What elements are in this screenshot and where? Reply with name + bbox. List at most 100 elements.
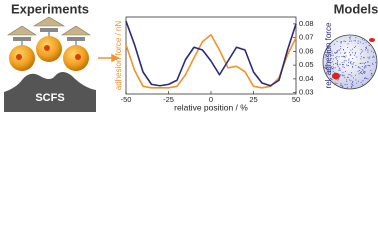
model-dot: [370, 69, 372, 71]
model-dot: [350, 72, 352, 74]
model-dot: [364, 70, 366, 72]
model-dot: [341, 55, 343, 57]
model-dot: [368, 65, 370, 67]
y2-tick-label: 0.08: [299, 19, 314, 28]
y2-tick-label: 0.06: [299, 46, 314, 55]
model-dot: [343, 60, 345, 62]
model-dot: [340, 42, 342, 44]
model-dot: [326, 67, 328, 69]
model-patch: [369, 38, 375, 42]
model-dot: [336, 64, 338, 66]
model-dot: [359, 72, 361, 74]
model-dot: [336, 58, 338, 60]
model-dot: [364, 66, 366, 68]
model-dot: [360, 49, 362, 51]
model-dot: [352, 81, 354, 83]
series-line: [125, 33, 297, 89]
model-dot: [342, 55, 344, 57]
model-dot: [365, 46, 367, 48]
model-dot: [353, 54, 355, 56]
model-dot: [345, 41, 347, 43]
model-dot: [338, 56, 340, 58]
x-tick-label: 25: [249, 95, 257, 104]
x-tick-label: 0: [209, 95, 213, 104]
model-dot: [355, 64, 357, 66]
model-dot: [372, 56, 374, 58]
model-dot: [358, 80, 360, 82]
model-dot: [354, 45, 356, 47]
model-dot: [348, 59, 350, 61]
model-dot: [335, 63, 337, 65]
model-dot: [336, 51, 338, 53]
experiment-illustration: [4, 16, 96, 112]
plot-frame: [125, 16, 297, 95]
model-dot: [344, 83, 346, 85]
model-dot: [362, 62, 364, 64]
model-dot: [347, 76, 349, 78]
model-dot: [333, 43, 335, 45]
model-dot: [343, 40, 345, 42]
model-dot: [364, 49, 366, 51]
model-dot: [359, 41, 361, 43]
model-dot: [353, 40, 355, 42]
model-dot: [372, 62, 374, 64]
model-dot: [367, 61, 369, 63]
y2-axis-label: rel. adhesion force: [324, 22, 333, 88]
model-dot: [363, 63, 365, 65]
model-dot: [351, 65, 353, 67]
model-dot: [344, 51, 346, 53]
model-dot: [330, 62, 332, 64]
model-dot: [358, 66, 360, 68]
right-heading: Models: [334, 1, 378, 16]
model-dot: [340, 73, 342, 75]
model-dot: [336, 61, 338, 63]
model-dot: [337, 65, 339, 67]
figure: Experiments SCFS Models -50 -25 0 25 500.03 0…: [4, 1, 378, 112]
model-dot: [352, 57, 354, 59]
model-patch: [332, 72, 340, 80]
model-dot: [334, 82, 336, 84]
model-dot: [364, 71, 366, 73]
model-dot: [342, 64, 344, 66]
model-dot: [365, 47, 367, 49]
model-dot: [363, 39, 365, 41]
model-dot: [349, 38, 351, 40]
model-dot: [360, 56, 362, 58]
model-dot: [327, 53, 329, 55]
model-sphere: [322, 34, 378, 90]
model-dot: [333, 66, 335, 68]
model-dot: [362, 73, 364, 75]
model-dot: [332, 58, 334, 60]
model-dot: [332, 68, 334, 70]
model-dot: [327, 61, 329, 63]
model-dot: [350, 80, 352, 82]
series-line: [125, 20, 297, 87]
model-dot: [354, 51, 356, 53]
model-dot: [359, 63, 361, 65]
arrow-left: [98, 53, 120, 63]
model-dot: [338, 67, 340, 69]
model-dot: [352, 48, 354, 50]
model-dot: [356, 82, 358, 84]
model-dot: [336, 50, 338, 52]
model-dot: [359, 70, 361, 72]
model-dot: [340, 41, 342, 43]
model-dot: [343, 74, 345, 76]
model-dot: [373, 55, 375, 57]
x-tick-label: -50: [121, 95, 132, 104]
model-dot: [343, 55, 345, 57]
model-dot: [331, 68, 333, 70]
model-dot: [342, 86, 344, 88]
model-dot: [339, 69, 341, 71]
model-dot: [352, 85, 354, 87]
model-dot: [358, 73, 360, 75]
model-dot: [346, 76, 348, 78]
model-dot: [348, 74, 350, 76]
model-dot: [360, 58, 362, 60]
model-dot: [347, 43, 349, 45]
model-dot: [349, 79, 351, 81]
model-dot: [354, 40, 356, 42]
model-dot: [344, 57, 346, 59]
model-dot: [346, 84, 348, 86]
model-dot: [342, 71, 344, 73]
